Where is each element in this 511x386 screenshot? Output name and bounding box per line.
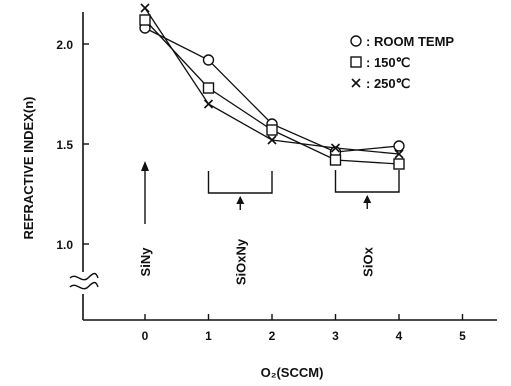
annotation-arrowhead xyxy=(141,161,149,171)
data-point xyxy=(394,149,404,159)
annotation-arrowhead xyxy=(363,195,372,203)
data-point xyxy=(202,82,215,94)
legend: : ROOM TEMP : 150℃ : 250℃ xyxy=(350,34,454,91)
cross-stroke xyxy=(351,78,361,88)
y-tick-label: 2.0 xyxy=(56,38,73,52)
annotation-arrowhead xyxy=(236,196,245,204)
axes xyxy=(69,12,497,321)
legend-marker xyxy=(351,78,361,88)
annotation-label: SiNy xyxy=(138,247,153,277)
cross-stroke xyxy=(267,135,277,145)
data-point xyxy=(393,158,405,170)
legend-marker xyxy=(350,56,362,68)
data-point xyxy=(266,124,278,136)
y-tick-label: 1.5 xyxy=(56,138,73,152)
data-point xyxy=(139,14,151,26)
axis-break-mark xyxy=(69,272,99,281)
annotation-bracket xyxy=(207,171,273,194)
legend-entry: : 150℃ xyxy=(366,55,410,70)
data-point xyxy=(393,140,405,152)
data-point xyxy=(202,54,215,66)
series-markers xyxy=(139,3,405,170)
x-tick-label: 5 xyxy=(459,329,466,343)
data-point xyxy=(267,135,277,145)
cross-stroke xyxy=(394,149,404,159)
cross-stroke xyxy=(203,99,214,109)
x-tick-label: 4 xyxy=(396,329,403,343)
y-tick-label: 1.0 xyxy=(56,238,73,252)
data-point xyxy=(329,154,342,166)
y-ticks: 1.01.52.02.5 xyxy=(56,38,89,252)
x-tick-label: 1 xyxy=(205,329,212,343)
x-ticks: 0 1 2 3 4 5 xyxy=(142,314,466,343)
region-annotations: SiNy SiOxNy SiOx xyxy=(138,161,400,285)
x-tick-label: 3 xyxy=(332,329,339,343)
data-point xyxy=(330,143,341,153)
x-tick-label: 2 xyxy=(269,329,276,343)
data-point xyxy=(140,3,150,13)
annotation-label: SiOxNy xyxy=(233,238,248,285)
legend-marker xyxy=(350,35,362,47)
legend-entry: : ROOM TEMP xyxy=(366,34,454,49)
y-axis-label: REFRACTIVE INDEX(n) xyxy=(21,97,36,240)
legend-entry: : 250℃ xyxy=(366,76,410,91)
annotation-label: SiOx xyxy=(360,246,375,276)
x-tick-label: 0 xyxy=(142,329,149,343)
cross-stroke xyxy=(330,143,341,153)
annotation-bracket xyxy=(334,170,400,193)
cross-stroke xyxy=(140,3,150,13)
x-axis-label: O₂(SCCM) xyxy=(261,365,324,380)
axis-break-mark xyxy=(69,281,99,290)
data-point xyxy=(203,99,214,109)
